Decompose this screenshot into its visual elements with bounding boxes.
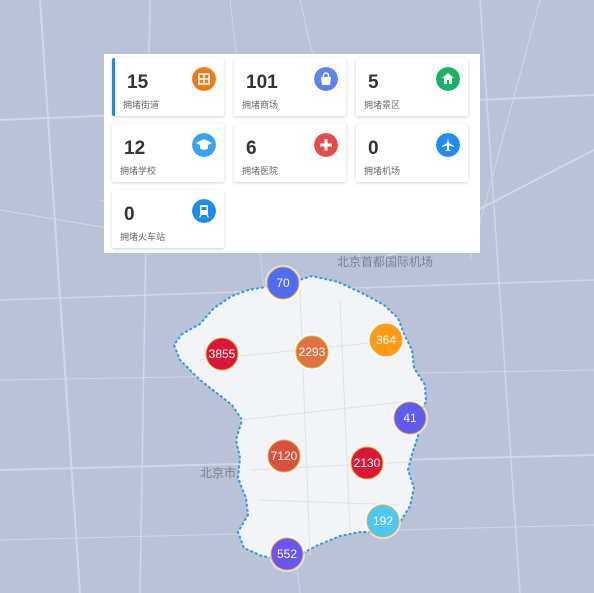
cluster-count: 192 — [373, 514, 393, 528]
cluster-bubble — [350, 446, 384, 480]
stat-value: 101 — [246, 72, 278, 93]
stat-card-schools[interactable]: 12 拥堵学校 — [112, 124, 224, 182]
cluster-count: 552 — [277, 547, 297, 561]
cluster-marker[interactable]: 3855 — [204, 336, 240, 372]
airplane-icon — [436, 133, 460, 157]
stat-value: 15 — [127, 72, 149, 93]
stat-card-airports[interactable]: 0 拥堵机场 — [356, 124, 468, 182]
stat-label: 拥堵医院 — [242, 167, 279, 177]
stat-value: 0 — [124, 204, 135, 225]
stat-card-malls[interactable]: 101 拥堵商场 — [234, 58, 346, 116]
cluster-bubble — [295, 335, 329, 369]
stat-card-scenic[interactable]: 5 拥堵景区 — [356, 58, 468, 116]
graduation-cap-icon — [192, 133, 216, 157]
grid-building-icon — [192, 67, 216, 91]
stat-label: 拥堵火车站 — [120, 233, 166, 243]
stat-card-train-stations[interactable]: 0 拥堵火车站 — [112, 190, 224, 248]
cluster-marker[interactable]: 552 — [269, 536, 305, 572]
cluster-count: 70 — [276, 276, 290, 290]
cluster-count: 364 — [376, 333, 396, 347]
cluster-bubble — [270, 537, 304, 571]
stat-label: 拥堵商场 — [242, 101, 279, 111]
cluster-count: 2293 — [299, 345, 326, 359]
cluster-marker[interactable]: 70 — [265, 265, 301, 301]
city-map-label: 北京市 — [200, 466, 237, 480]
train-icon — [192, 199, 216, 223]
cluster-bubble — [393, 401, 427, 435]
cluster-count: 7120 — [271, 449, 298, 463]
cluster-marker[interactable]: 364 — [368, 322, 404, 358]
stat-value: 0 — [368, 138, 379, 159]
stat-card-streets[interactable]: 15 拥堵街道 — [112, 58, 224, 116]
cluster-bubble — [369, 323, 403, 357]
cluster-count: 2130 — [354, 456, 381, 470]
shopping-bag-icon — [314, 67, 338, 91]
cluster-bubble — [266, 266, 300, 300]
temple-icon — [436, 67, 460, 91]
stat-card-hospitals[interactable]: 6 拥堵医院 — [234, 124, 346, 182]
cluster-marker[interactable]: 192 — [365, 503, 401, 539]
stat-label: 拥堵景区 — [364, 101, 401, 111]
stat-label: 拥堵街道 — [123, 101, 160, 111]
cluster-bubble — [366, 504, 400, 538]
cluster-marker[interactable]: 41 — [392, 400, 428, 436]
stats-panel: 15 拥堵街道 101 拥堵商场 5 拥堵景区 12 拥堵学校 — [104, 54, 480, 253]
cluster-count: 3855 — [209, 347, 236, 361]
cluster-marker[interactable]: 2130 — [349, 445, 385, 481]
stat-value: 5 — [368, 72, 379, 93]
cluster-marker[interactable]: 2293 — [294, 334, 330, 370]
stat-label: 拥堵机场 — [364, 167, 401, 177]
stat-value: 12 — [124, 138, 146, 159]
cluster-bubble — [205, 337, 239, 371]
stat-value: 6 — [246, 138, 257, 159]
stat-label: 拥堵学校 — [120, 167, 157, 177]
cluster-bubble — [267, 439, 301, 473]
cluster-marker[interactable]: 7120 — [266, 438, 302, 474]
cluster-count: 41 — [403, 411, 417, 425]
airport-map-label: 北京首都国际机场 — [337, 255, 434, 269]
medical-cross-icon — [314, 133, 338, 157]
